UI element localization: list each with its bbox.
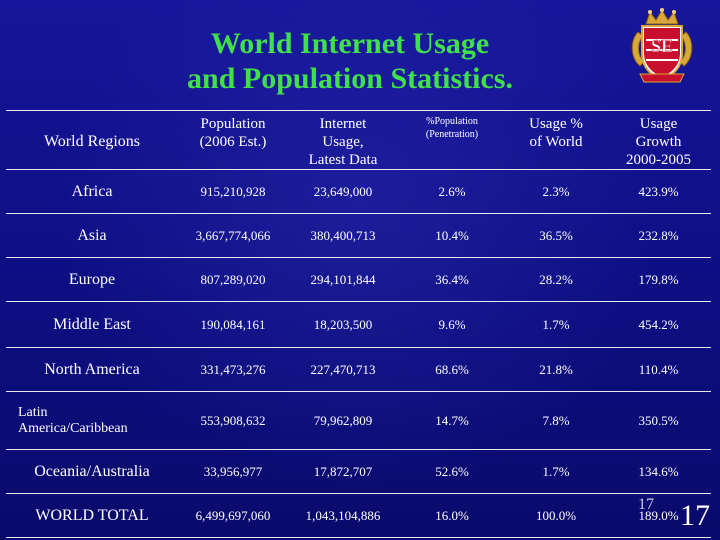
usage-of-world-cell: 7.8% xyxy=(506,391,606,450)
population-cell: 331,473,276 xyxy=(178,347,288,392)
usage-growth-cell: 423.9% xyxy=(606,169,711,214)
internet-stats-table: World Regions Population (2006 Est.) Int… xyxy=(6,110,711,538)
population-cell: 6,499,697,060 xyxy=(178,493,288,538)
internet-usage-cell: 294,101,844 xyxy=(288,257,398,302)
penetration-cell: 9.6% xyxy=(398,301,506,348)
usage-growth-cell: 232.8% xyxy=(606,213,711,258)
usage-of-world-cell: 21.8% xyxy=(506,347,606,392)
penetration-cell: 36.4% xyxy=(398,257,506,302)
region-name: Europe xyxy=(6,257,178,302)
header-growth-line-1: Usage xyxy=(639,116,678,132)
header-usage-of-world: Usage % of World xyxy=(506,110,606,170)
region-name: Latin America/Caribbean xyxy=(6,391,178,450)
internet-usage-cell: 227,470,713 xyxy=(288,347,398,392)
usage-growth-cell: 454.2% xyxy=(606,301,711,348)
title-line-1: World Internet Usage xyxy=(210,27,490,60)
internet-usage-cell: 23,649,000 xyxy=(288,169,398,214)
page-number: 17 xyxy=(680,499,710,532)
population-cell: 915,210,928 xyxy=(178,169,288,214)
population-cell: 190,084,161 xyxy=(178,301,288,348)
table-row-europe: Europe 807,289,020 294,101,844 36.4% 28.… xyxy=(6,257,711,302)
header-internet-usage: Internet Usage, Latest Data xyxy=(288,110,398,170)
table-row-africa: Africa 915,210,928 23,649,000 2.6% 2.3% … xyxy=(6,169,711,214)
population-cell: 3,667,774,066 xyxy=(178,213,288,258)
internet-usage-cell: 18,203,500 xyxy=(288,301,398,348)
penetration-cell: 14.7% xyxy=(398,391,506,450)
usage-of-world-cell: 1.7% xyxy=(506,449,606,494)
table-row-latin-america: Latin America/Caribbean 553,908,632 79,9… xyxy=(6,391,711,450)
usage-of-world-cell: 36.5% xyxy=(506,213,606,258)
header-population-line-2: (2006 Est.) xyxy=(199,134,267,150)
table-row-asia: Asia 3,667,774,066 380,400,713 10.4% 36.… xyxy=(6,213,711,258)
usage-growth-cell: 189.0% xyxy=(606,493,711,538)
page-number-small: 17 xyxy=(638,496,654,513)
table-row-north-america: North America 331,473,276 227,470,713 68… xyxy=(6,347,711,392)
penetration-cell: 10.4% xyxy=(398,213,506,258)
population-cell: 33,956,977 xyxy=(178,449,288,494)
usage-of-world-cell: 1.7% xyxy=(506,301,606,348)
header-world-regions: World Regions xyxy=(6,110,178,170)
header-usage-growth: Usage Growth 2000-2005 xyxy=(606,110,711,170)
header-growth-line-3: 2000-2005 xyxy=(626,152,691,168)
usage-of-world-cell: 28.2% xyxy=(506,257,606,302)
slide-title: World Internet Usage and Population Stat… xyxy=(0,26,700,96)
penetration-cell: 52.6% xyxy=(398,449,506,494)
internet-usage-cell: 17,872,707 xyxy=(288,449,398,494)
region-name: Middle East xyxy=(6,301,178,348)
header-internet-line-2: Usage, xyxy=(322,134,364,150)
penetration-cell: 2.6% xyxy=(398,169,506,214)
header-usage-line-2: of World xyxy=(529,134,583,150)
penetration-cell: 16.0% xyxy=(398,493,506,538)
crest-icon: SE xyxy=(631,8,693,83)
usage-growth-cell: 134.6% xyxy=(606,449,711,494)
internet-usage-cell: 1,043,104,886 xyxy=(288,493,398,538)
title-line-2: and Population Statistics. xyxy=(187,62,513,95)
table-header-row: World Regions Population (2006 Est.) Int… xyxy=(6,110,711,170)
internet-usage-cell: 380,400,713 xyxy=(288,213,398,258)
header-population: Population (2006 Est.) xyxy=(178,110,288,170)
header-penetration-line-2: (Penetration) xyxy=(425,129,479,140)
header-internet-line-1: Internet xyxy=(319,116,367,132)
usage-growth-cell: 350.5% xyxy=(606,391,711,450)
table-row-world-total: WORLD TOTAL 6,499,697,060 1,043,104,886 … xyxy=(6,493,711,538)
header-penetration: %Population (Penetration) xyxy=(398,110,506,170)
population-cell: 807,289,020 xyxy=(178,257,288,302)
region-name-line-1: Latin xyxy=(18,404,48,420)
header-penetration-line-1: %Population xyxy=(426,116,478,127)
region-name: Asia xyxy=(6,213,178,258)
usage-of-world-cell: 100.0% xyxy=(506,493,606,538)
region-name-line-2: America/Caribbean xyxy=(18,420,128,436)
table-row-oceania: Oceania/Australia 33,956,977 17,872,707 … xyxy=(6,449,711,494)
region-name: WORLD TOTAL xyxy=(6,493,178,538)
population-cell: 553,908,632 xyxy=(178,391,288,450)
table-row-middle-east: Middle East 190,084,161 18,203,500 9.6% … xyxy=(6,301,711,348)
header-usage-line-1: Usage % xyxy=(529,116,583,132)
usage-of-world-cell: 2.3% xyxy=(506,169,606,214)
crest-monogram: SE xyxy=(651,36,673,56)
header-internet-line-3: Latest Data xyxy=(308,152,378,168)
usage-growth-cell: 179.8% xyxy=(606,257,711,302)
internet-usage-cell: 79,962,809 xyxy=(288,391,398,450)
header-population-line-1: Population xyxy=(200,116,266,132)
usage-growth-cell: 110.4% xyxy=(606,347,711,392)
region-name: Africa xyxy=(6,169,178,214)
penetration-cell: 68.6% xyxy=(398,347,506,392)
region-name: Oceania/Australia xyxy=(6,449,178,494)
header-growth-line-2: Growth xyxy=(635,134,682,150)
region-name: North America xyxy=(6,347,178,392)
